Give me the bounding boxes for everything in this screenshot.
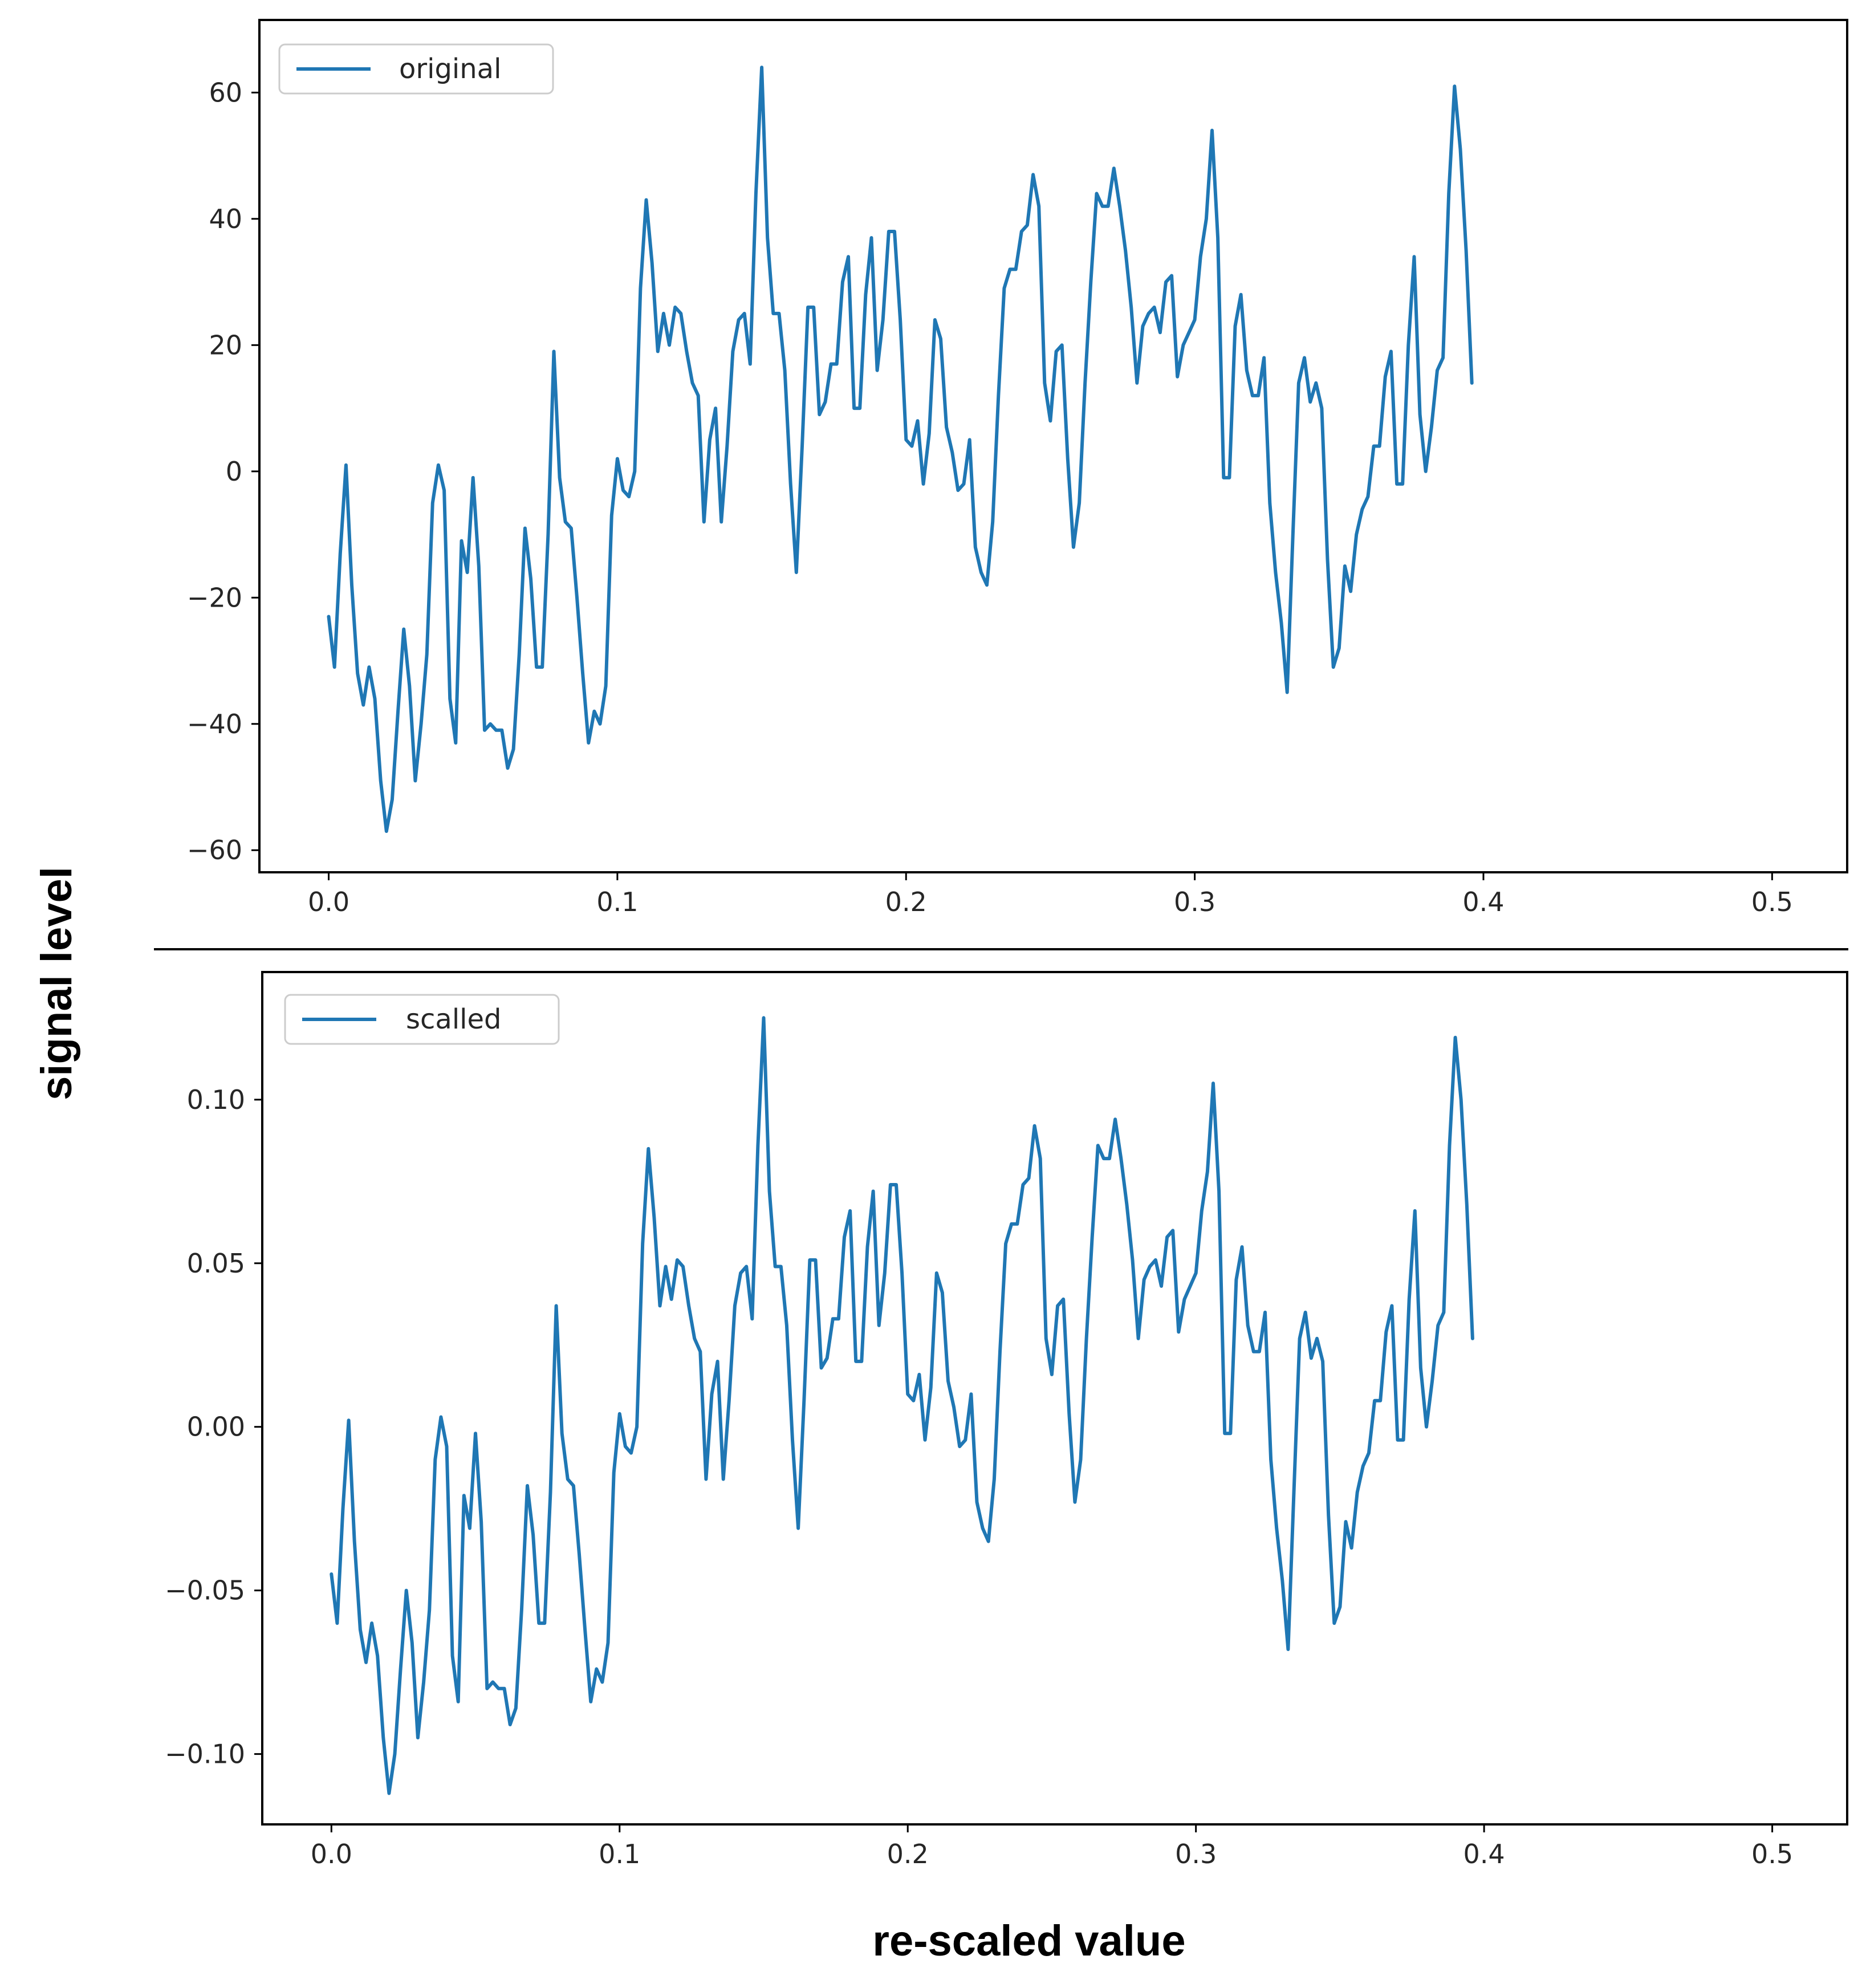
bottom-y-tick-label: 0.10 <box>187 1084 245 1115</box>
bottom-plot-frame <box>261 971 1848 1826</box>
bottom-legend-box <box>284 994 560 1045</box>
top-y-tick-label: 40 <box>209 204 242 234</box>
bottom-x-ticks: 0.0 0.1 0.2 0.3 0.4 0.5 <box>311 1824 1793 1869</box>
bottom-x-tick-label: 0.1 <box>599 1839 640 1869</box>
bottom-y-tick-label: 0.00 <box>187 1412 245 1442</box>
bottom-x-tick-label: 0.0 <box>311 1839 352 1869</box>
bottom-scalled-series-line <box>330 1016 1474 1795</box>
bottom-y-tick-label: 0.05 <box>187 1248 245 1279</box>
bottom-x-tick-label: 0.5 <box>1751 1839 1793 1869</box>
bottom-x-tick-label: 0.3 <box>1175 1839 1217 1869</box>
top-x-tick-label: 0.0 <box>308 887 349 917</box>
top-original-series-line <box>327 66 1474 833</box>
x-axis-title: re-scaled value <box>872 1917 1185 1965</box>
top-y-tick-label: −60 <box>187 835 242 865</box>
bottom-legend-label: scalled <box>406 1003 501 1035</box>
top-x-tick-label: 0.5 <box>1751 887 1793 917</box>
bottom-y-tick-label: −0.10 <box>165 1739 245 1770</box>
top-legend: original <box>278 43 554 95</box>
top-plot-frame <box>258 19 1848 873</box>
bottom-x-tick-label: 0.2 <box>887 1839 929 1869</box>
top-x-tick-label: 0.2 <box>885 887 927 917</box>
bottom-x-tick-label: 0.4 <box>1463 1839 1505 1869</box>
top-y-tick-label: 20 <box>209 330 242 360</box>
top-legend-label: original <box>399 53 501 85</box>
bottom-y-ticks: 0.10 0.05 0.00 −0.05 −0.10 <box>165 1084 262 1770</box>
top-y-tick-label: 60 <box>209 77 242 108</box>
top-y-tick-label: −40 <box>187 709 242 739</box>
top-x-ticks: 0.0 0.1 0.2 0.3 0.4 0.5 <box>308 872 1793 917</box>
top-x-tick-label: 0.4 <box>1462 887 1504 917</box>
top-x-tick-label: 0.1 <box>596 887 638 917</box>
bottom-y-tick-label: −0.05 <box>165 1575 245 1606</box>
bottom-legend: scalled <box>284 994 560 1045</box>
bottom-panel: 0.0 0.1 0.2 0.3 0.4 0.5 0.10 0.05 0.00 −0.05 −0.1… <box>165 971 1848 1869</box>
top-y-ticks: 60 40 20 0 −20 −40 −60 <box>187 77 259 865</box>
top-panel: 0.0 0.1 0.2 0.3 0.4 0.5 60 40 20 0 −20 −40 −60 orig… <box>187 19 1848 917</box>
top-y-tick-label: −20 <box>187 582 242 613</box>
top-legend-box <box>278 43 554 95</box>
top-x-tick-label: 0.3 <box>1174 887 1215 917</box>
y-axis-title: signal level <box>32 867 81 1100</box>
top-y-tick-label: 0 <box>226 456 242 487</box>
